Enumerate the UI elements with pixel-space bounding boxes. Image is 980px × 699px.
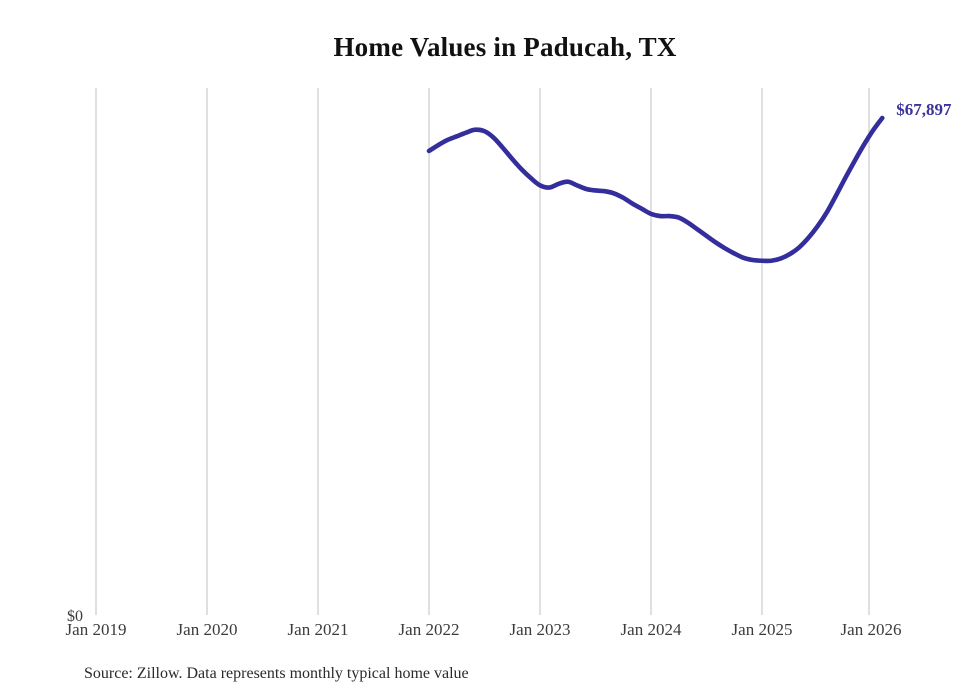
chart-title: Home Values in Paducah, TX — [333, 32, 677, 62]
xtick-jan-2025: Jan 2025 — [731, 620, 793, 639]
ytick-zero-label: $0 — [67, 608, 83, 625]
x-gridlines — [95, 88, 870, 615]
xtick-jan-2026: Jan 2026 — [840, 620, 902, 639]
xtick-jan-2023: Jan 2023 — [509, 620, 571, 639]
source-note: Source: Zillow. Data represents monthly … — [84, 665, 469, 682]
xtick-jan-2022: Jan 2022 — [398, 620, 460, 639]
home-value-line-series — [426, 115, 885, 264]
xtick-jan-2024: Jan 2024 — [620, 620, 682, 639]
end-value-annotation: $67,897 — [896, 100, 952, 120]
xtick-jan-2020: Jan 2020 — [176, 620, 238, 639]
xtick-jan-2021: Jan 2021 — [287, 620, 349, 639]
xtick-jan-2019: Jan 2019 — [65, 620, 127, 639]
